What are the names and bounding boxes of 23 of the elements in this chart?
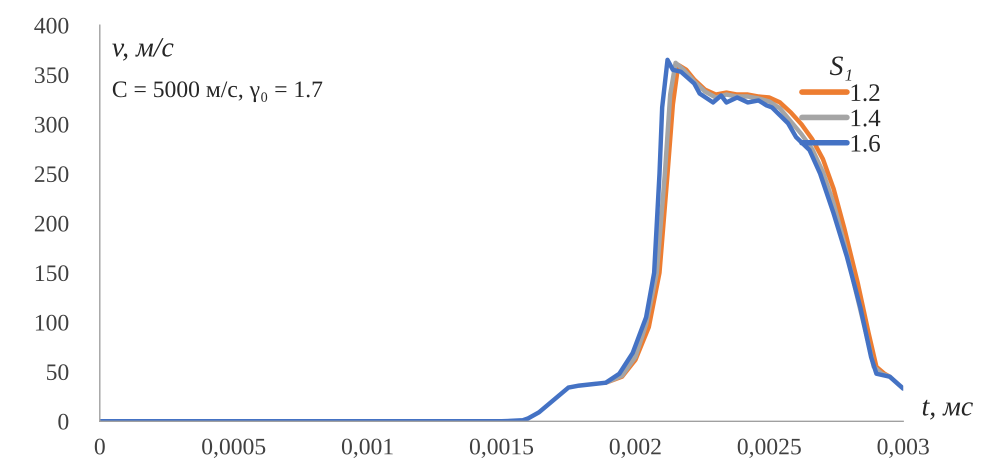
y-tick-label: 400 [34,18,68,34]
y-tick-label: 100 [36,314,68,331]
x-axis-title: t, мс [922,400,973,420]
x-tick-label: 0,0015 [470,438,534,458]
x-tick-label: 0 [94,438,105,455]
x-tick-label: 0,002 [610,438,661,458]
legend-label: 1.6 [852,134,880,152]
y-axis-title: v, м/с [112,38,174,61]
y-tick-label: 200 [34,216,68,232]
y-tick-label: 250 [34,166,68,182]
annotation: C = 5000 м/с, γ₀ = 1.7 [112,81,322,102]
y-tick-label: 350 [34,67,68,84]
x-tick-label: 0,0005 [202,438,266,458]
legend-label: 1.2 [852,84,880,102]
x-tick-label: 0,003 [878,438,929,458]
y-tick-label: 150 [36,265,68,282]
y-tick-label: 50 [47,364,68,380]
y-tick-label: 300 [34,116,68,133]
x-tick-label: 0,001 [342,438,393,458]
x-tick-label: 0,0025 [738,438,801,458]
y-tick-label: 0 [58,414,68,430]
legend-label: 1.4 [852,110,880,127]
legend-title: S₁ [830,56,852,81]
